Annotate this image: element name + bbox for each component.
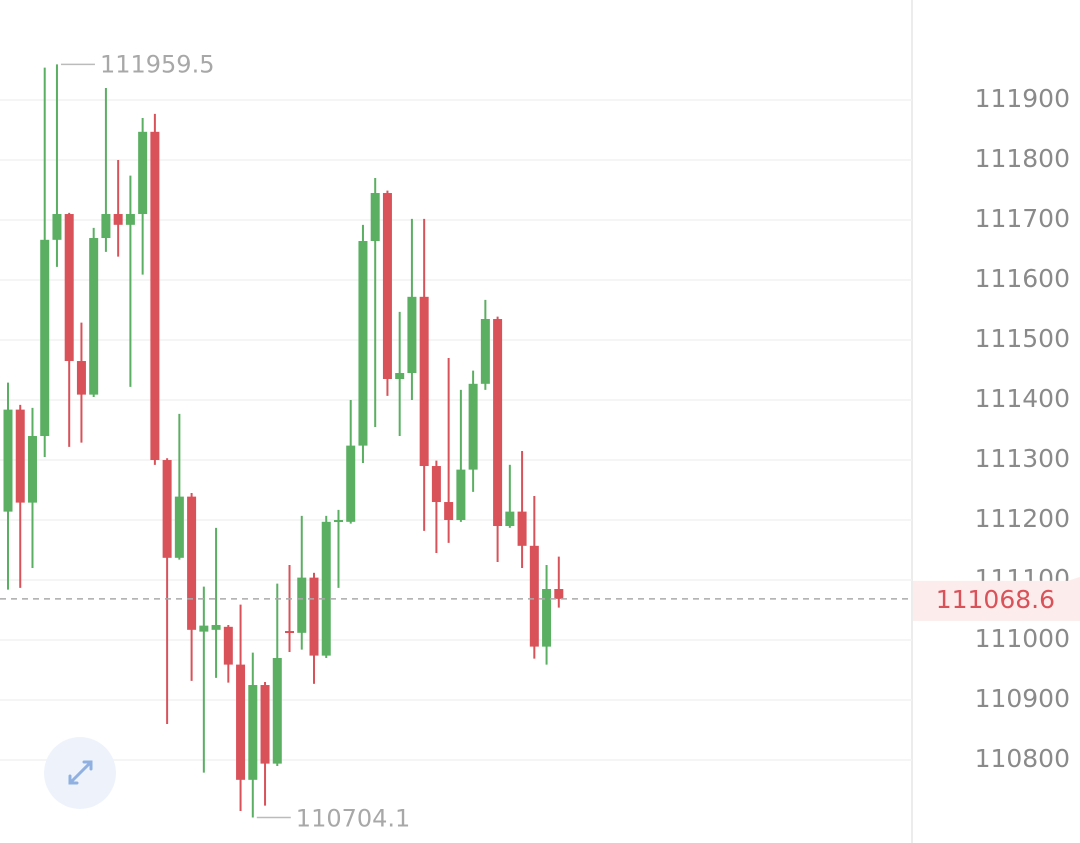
candle-body xyxy=(52,214,62,240)
min-label: 110704.1 xyxy=(296,805,411,833)
candle-body xyxy=(480,319,490,384)
candle-body xyxy=(431,466,441,503)
candle-body xyxy=(27,436,37,503)
candle-body xyxy=(456,469,466,521)
candle-body xyxy=(395,373,405,380)
max-label: 111959.5 xyxy=(100,50,215,78)
candle-body xyxy=(89,238,99,395)
candle-body xyxy=(113,214,123,225)
candle-body xyxy=(309,577,319,656)
candle-body xyxy=(419,296,429,467)
candle-body xyxy=(64,214,74,362)
candle-body xyxy=(505,511,515,527)
candle-body xyxy=(468,383,478,470)
last-price-label: 111068.6 xyxy=(936,585,1055,614)
candle-body xyxy=(321,521,331,656)
candle-body xyxy=(199,625,209,632)
y-tick-label: 110800 xyxy=(975,744,1070,773)
y-tick-label: 111000 xyxy=(975,624,1070,653)
candle-body xyxy=(297,577,307,633)
candle-body xyxy=(15,409,25,503)
last-price-box xyxy=(913,576,1080,621)
candle-body xyxy=(517,511,527,546)
y-tick-label: 111800 xyxy=(975,144,1070,173)
candle-body xyxy=(40,239,50,437)
candle-body xyxy=(162,460,172,558)
candle-body xyxy=(125,214,135,225)
candle-body xyxy=(211,625,221,630)
candle-body xyxy=(223,626,233,665)
y-tick-label: 111200 xyxy=(975,504,1070,533)
y-tick-label: 111900 xyxy=(975,84,1070,113)
y-tick-label: 110900 xyxy=(975,684,1070,713)
candle-body xyxy=(248,685,258,780)
candle-body xyxy=(346,445,356,522)
candle-body xyxy=(138,131,148,215)
candle-body xyxy=(333,520,343,523)
candle-body xyxy=(272,658,282,764)
y-tick-label: 111400 xyxy=(975,384,1070,413)
candle-body xyxy=(370,193,380,242)
candles xyxy=(3,64,564,818)
candle-body xyxy=(150,131,160,461)
expand-button[interactable] xyxy=(44,737,116,809)
candle-body xyxy=(358,241,368,446)
candle-body xyxy=(554,589,564,599)
overlay: 111959.5 110704.1 111068.6 xyxy=(0,50,1080,833)
candle-body xyxy=(444,502,454,521)
expand-icon[interactable] xyxy=(68,760,93,785)
candle-body xyxy=(493,319,503,527)
candle-body xyxy=(76,361,86,395)
candle-body xyxy=(260,685,270,764)
candle-body xyxy=(174,496,184,558)
candle-body xyxy=(382,193,392,380)
candle-body xyxy=(542,589,552,647)
y-tick-label: 111500 xyxy=(975,324,1070,353)
y-tick-label: 111300 xyxy=(975,444,1070,473)
grid: 1108001109001110001111001112001113001114… xyxy=(0,84,1070,773)
candle-body xyxy=(101,214,111,239)
candle-body xyxy=(3,409,13,512)
candle-body xyxy=(529,545,539,647)
candle-body xyxy=(407,296,417,374)
candle-body xyxy=(187,496,197,630)
candle-body xyxy=(285,631,295,634)
candle-body xyxy=(236,664,246,780)
y-tick-label: 111600 xyxy=(975,264,1070,293)
y-tick-label: 111700 xyxy=(975,204,1070,233)
